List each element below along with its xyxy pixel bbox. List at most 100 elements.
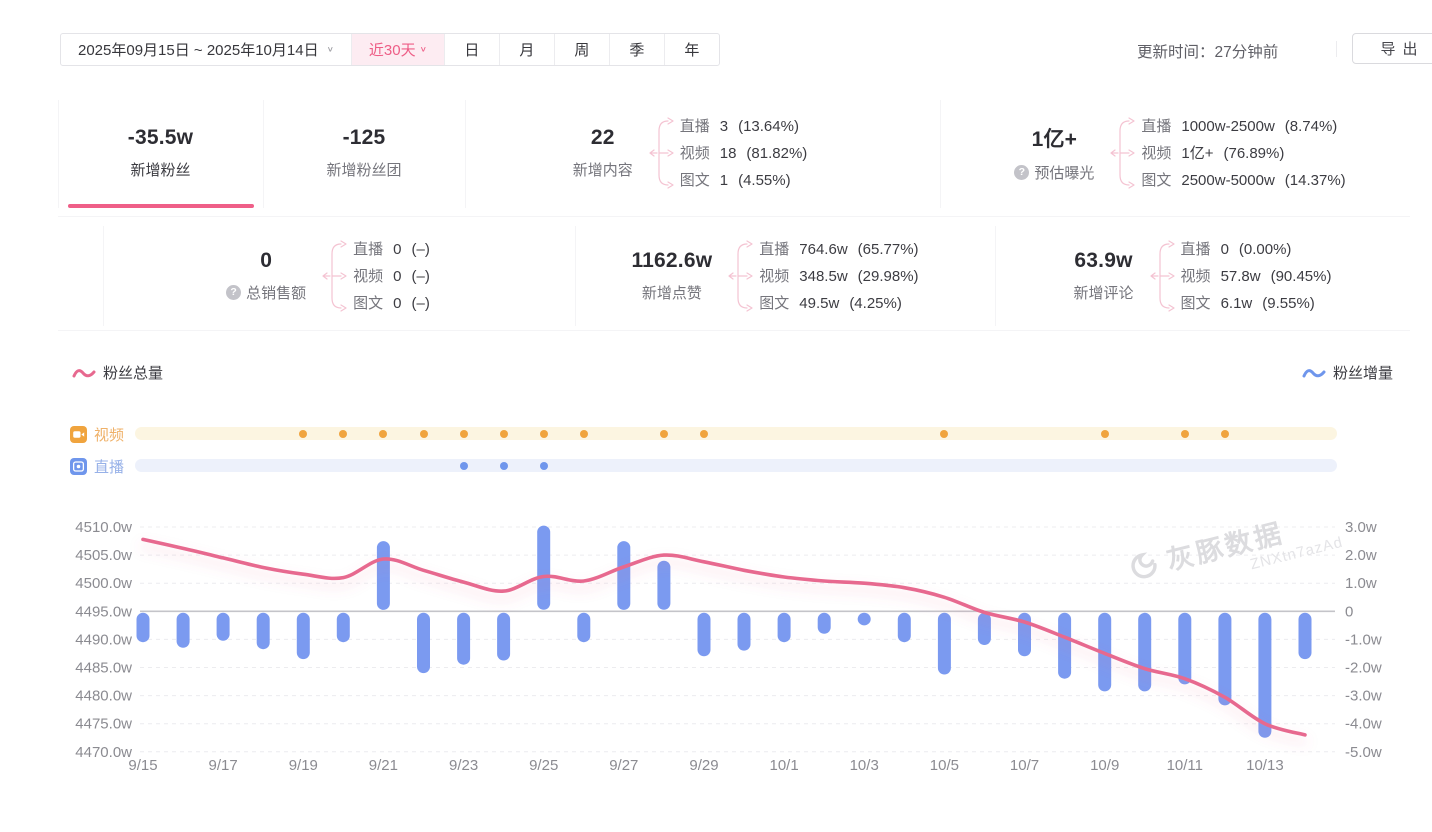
delta-bar-9/22[interactable] bbox=[417, 612, 430, 674]
delta-bar-10/11[interactable] bbox=[1178, 612, 1192, 685]
x-tick-label: 10/13 bbox=[1246, 757, 1284, 774]
breakdown-value: 0 bbox=[393, 294, 402, 312]
content-dot-9/23[interactable] bbox=[459, 429, 468, 438]
stat-card-total-sales[interactable]: 0? 总销售额 直播 0 (–) 视频 0 (–) 图文 0 (–) bbox=[103, 224, 553, 328]
period-tab-日[interactable]: 日 bbox=[443, 34, 499, 65]
breakdown-row-图文: 图文 2500w-5000w (14.37%) bbox=[1141, 171, 1345, 190]
delta-bar-10/1[interactable] bbox=[777, 612, 791, 643]
breakdown-rows: 直播 0 (0.00%) 视频 57.8w (90.45%) 图文 6.1w (9.55%) bbox=[1181, 240, 1332, 313]
delta-bar-9/30[interactable] bbox=[737, 612, 751, 651]
stat-main-new-comments: 63.9w 新增评论 bbox=[1074, 249, 1134, 303]
left-tick-label: 4490.0w bbox=[75, 631, 132, 648]
delta-bar-10/5[interactable] bbox=[937, 612, 951, 675]
delta-bar-9/19[interactable] bbox=[296, 612, 310, 660]
stat-card-new-fans[interactable]: -35.5w 新增粉丝 bbox=[58, 98, 263, 208]
date-range-selector[interactable]: 2025年09月15日 ~ 2025年10月14日 ∨ bbox=[61, 34, 351, 65]
breakdown-percent: (–) bbox=[411, 240, 430, 258]
divider bbox=[58, 100, 59, 208]
delta-bar-10/2[interactable] bbox=[817, 612, 831, 634]
divider bbox=[103, 226, 104, 326]
x-tick-label: 10/7 bbox=[1010, 757, 1039, 774]
breakdown-rows: 直播 3 (13.64%) 视频 18 (81.82%) 图文 1 (4.55%) bbox=[680, 117, 808, 190]
content-dot-9/24[interactable] bbox=[499, 429, 508, 438]
delta-bar-10/10[interactable] bbox=[1138, 612, 1152, 692]
delta-bar-10/8[interactable] bbox=[1058, 612, 1072, 679]
period-tab-月[interactable]: 月 bbox=[498, 34, 554, 65]
delta-bar-10/4[interactable] bbox=[897, 612, 911, 643]
stat-label-text: 预估曝光 bbox=[1034, 165, 1095, 182]
delta-bar-10/6[interactable] bbox=[977, 612, 991, 645]
delta-bar-9/15[interactable] bbox=[136, 612, 150, 643]
content-dot-9/26[interactable] bbox=[579, 429, 588, 438]
content-dot-10/9[interactable] bbox=[1100, 429, 1109, 438]
quick-range-selector[interactable]: 近30天 ∨ bbox=[350, 34, 444, 65]
timeline-live-text: 直播 bbox=[94, 459, 125, 476]
delta-bar-9/29[interactable] bbox=[697, 612, 711, 657]
breakdown-name: 直播 bbox=[759, 240, 790, 258]
breakdown-row-直播: 直播 3 (13.64%) bbox=[680, 117, 808, 136]
timeline-live-band bbox=[135, 459, 1337, 472]
breakdown-name: 直播 bbox=[1180, 240, 1211, 258]
delta-bar-9/28[interactable] bbox=[657, 560, 671, 610]
help-icon[interactable]: ? bbox=[226, 285, 242, 300]
delta-bar-9/27[interactable] bbox=[617, 541, 631, 610]
update-time: 更新时间：27分钟前 bbox=[1137, 44, 1279, 61]
stat-label-text: 新增内容 bbox=[572, 162, 633, 179]
stat-card-est-exposure[interactable]: 1亿+? 预估曝光 直播 1000w-2500w (8.74%) 视频 1亿+ (76.89%… bbox=[940, 98, 1420, 208]
stat-main-new-content: 22 新增内容 bbox=[573, 126, 633, 180]
right-axis-ticks: 3.0w 2.0w 1.0w 0 -1.0w -2.0w -3.0w -4.0w -5.0w bbox=[1345, 519, 1382, 761]
content-dot-9/23[interactable] bbox=[459, 461, 468, 470]
delta-bar-9/16[interactable] bbox=[176, 612, 190, 648]
period-tab-季[interactable]: 季 bbox=[608, 34, 664, 65]
delta-bar-9/25[interactable] bbox=[537, 525, 551, 610]
content-dot-9/20[interactable] bbox=[339, 429, 348, 438]
x-tick-label: 9/21 bbox=[369, 757, 398, 774]
fans-total-line[interactable] bbox=[141, 537, 1307, 737]
content-dot-9/21[interactable] bbox=[379, 429, 388, 438]
blue-wave-icon bbox=[1302, 368, 1326, 377]
content-dot-10/5[interactable] bbox=[940, 429, 949, 438]
content-dot-9/25[interactable] bbox=[539, 461, 548, 470]
delta-bar-10/13[interactable] bbox=[1258, 612, 1272, 738]
stat-card-new-comments[interactable]: 63.9w 新增评论 直播 0 (0.00%) 视频 57.8w (90.45%) 图文 6.1w… bbox=[995, 224, 1410, 328]
content-dot-9/29[interactable] bbox=[700, 429, 708, 438]
breakdown-name: 直播 bbox=[1141, 117, 1172, 135]
breakdown-value: 3 bbox=[719, 117, 729, 135]
date-range-label: 2025年09月15日 ~ 2025年10月14日 bbox=[78, 42, 319, 59]
delta-bar-9/20[interactable] bbox=[336, 612, 350, 643]
x-tick-label: 9/27 bbox=[609, 757, 638, 774]
delta-bar-9/17[interactable] bbox=[216, 612, 230, 641]
breakdown-bracket-icon bbox=[1110, 117, 1135, 189]
breakdown-percent: (–) bbox=[411, 267, 430, 285]
delta-bar-9/24[interactable] bbox=[497, 612, 511, 661]
delta-bar-9/26[interactable] bbox=[577, 612, 591, 643]
delta-bar-10/14[interactable] bbox=[1298, 612, 1312, 660]
delta-bar-9/18[interactable] bbox=[256, 612, 270, 650]
delta-bar-9/23[interactable] bbox=[457, 612, 471, 665]
delta-bar-9/21[interactable] bbox=[376, 541, 390, 610]
content-dot-10/12[interactable] bbox=[1220, 429, 1229, 438]
stat-card-new-likes[interactable]: 1162.6w 新增点赞 直播 764.6w (65.77%) 视频 348.5w (29.9… bbox=[575, 224, 975, 328]
delta-bar-10/3[interactable] bbox=[857, 612, 871, 626]
delta-bar-10/12[interactable] bbox=[1218, 612, 1232, 706]
divider bbox=[995, 226, 996, 326]
stat-label-est-exposure: ? 预估曝光 bbox=[1014, 162, 1094, 183]
stat-label-text: 新增点赞 bbox=[641, 285, 702, 302]
divider bbox=[58, 330, 1410, 331]
breakdown-percent: (–) bbox=[411, 294, 430, 312]
stat-card-new-content[interactable]: 22 新增内容 直播 3 (13.64%) 视频 18 (81.82%) 图文 1 (4.55%) bbox=[465, 98, 915, 208]
export-button[interactable]: 导出 bbox=[1352, 33, 1432, 64]
breakdown-name: 图文 bbox=[679, 171, 710, 189]
content-dot-9/22[interactable] bbox=[419, 429, 428, 438]
period-tab-年[interactable]: 年 bbox=[663, 34, 719, 65]
stat-card-new-fans-club[interactable]: -125 新增粉丝团 bbox=[263, 98, 465, 208]
help-icon[interactable]: ? bbox=[1014, 165, 1030, 180]
content-dot-9/28[interactable] bbox=[659, 429, 668, 438]
stat-breakdown-new-comments: 直播 0 (0.00%) 视频 57.8w (90.45%) 图文 6.1w (9.55%) bbox=[1148, 234, 1332, 318]
content-dot-9/24[interactable] bbox=[499, 461, 508, 470]
content-dot-9/25[interactable] bbox=[539, 429, 548, 438]
content-dot-9/19[interactable] bbox=[299, 429, 308, 438]
fans-trend-chart[interactable]: 4510.0w 4505.0w 4500.0w 4495.0w 4490.0w 4485.… bbox=[0, 500, 1432, 832]
content-dot-10/11[interactable] bbox=[1180, 429, 1189, 438]
period-tab-周[interactable]: 周 bbox=[553, 34, 609, 65]
